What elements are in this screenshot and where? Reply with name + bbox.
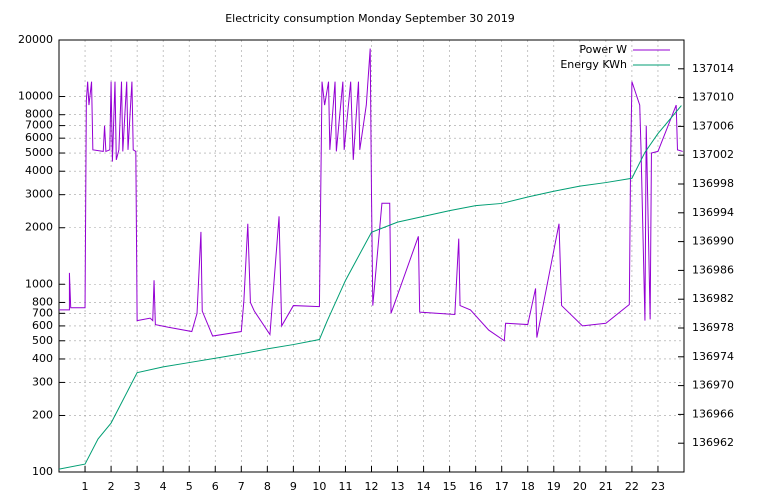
- y2-tick-label: 136962: [692, 436, 734, 449]
- y-tick-label: 600: [32, 319, 53, 332]
- legend-label: Power W: [579, 43, 627, 56]
- x-tick-label: 5: [186, 480, 193, 493]
- x-tick-label: 16: [469, 480, 483, 493]
- series-line: [59, 48, 683, 342]
- y-tick-label: 1000: [25, 277, 53, 290]
- y2-tick-label: 136978: [692, 321, 734, 334]
- y2-tick-label: 137010: [692, 91, 734, 104]
- y-tick-label: 4000: [25, 164, 53, 177]
- y-tick-label: 400: [32, 352, 53, 365]
- x-tick-label: 22: [625, 480, 639, 493]
- y2-tick-label: 136974: [692, 350, 734, 363]
- x-tick-label: 1: [82, 480, 89, 493]
- x-tick-label: 23: [651, 480, 665, 493]
- y-tick-label: 2000: [25, 221, 53, 234]
- y2-tick-label: 136994: [692, 206, 734, 219]
- x-tick-label: 20: [573, 480, 587, 493]
- y-tick-label: 500: [32, 334, 53, 347]
- x-tick-label: 7: [238, 480, 245, 493]
- x-tick-label: 13: [391, 480, 405, 493]
- x-tick-label: 17: [495, 480, 509, 493]
- x-tick-label: 4: [160, 480, 167, 493]
- y-tick-label: 300: [32, 375, 53, 388]
- y2-tick-label: 136982: [692, 292, 734, 305]
- x-tick-label: 3: [134, 480, 141, 493]
- y-tick-label: 200: [32, 408, 53, 421]
- x-tick-label: 14: [417, 480, 431, 493]
- x-tick-label: 12: [365, 480, 379, 493]
- y2-tick-label: 137006: [692, 119, 734, 132]
- y2-tick-label: 136966: [692, 407, 734, 420]
- y-tick-label: 700: [32, 306, 53, 319]
- y2-tick-label: 136986: [692, 263, 734, 276]
- y2-tick-label: 136998: [692, 177, 734, 190]
- series-line: [59, 105, 682, 470]
- x-tick-label: 6: [212, 480, 219, 493]
- x-tick-label: 10: [312, 480, 326, 493]
- y-tick-label: 100: [32, 465, 53, 478]
- x-tick-label: 8: [264, 480, 271, 493]
- plot-area: [59, 48, 683, 470]
- y-tick-label: 5000: [25, 146, 53, 159]
- x-tick-label: 21: [599, 480, 613, 493]
- x-tick-label: 15: [443, 480, 457, 493]
- x-tick-label: 2: [108, 480, 115, 493]
- y-tick-label: 6000: [25, 131, 53, 144]
- y-tick-label: 3000: [25, 188, 53, 201]
- y-tick-label: 7000: [25, 119, 53, 132]
- y2-tick-label: 136990: [692, 235, 734, 248]
- y-tick-label: 800: [32, 295, 53, 308]
- y-tick-label: 10000: [18, 90, 53, 103]
- y-tick-label: 8000: [25, 108, 53, 121]
- x-tick-label: 11: [338, 480, 352, 493]
- x-tick-label: 9: [290, 480, 297, 493]
- plot-frame: [58, 39, 685, 473]
- y2-tick-label: 136970: [692, 379, 734, 392]
- x-tick-label: 18: [521, 480, 535, 493]
- y2-tick-label: 137014: [692, 62, 734, 75]
- x-tick-label: 19: [547, 480, 561, 493]
- legend-label: Energy KWh: [560, 58, 627, 71]
- chart-title: Electricity consumption Monday September…: [225, 12, 515, 25]
- y2-tick-label: 137002: [692, 148, 734, 161]
- y-tick-label: 20000: [18, 33, 53, 46]
